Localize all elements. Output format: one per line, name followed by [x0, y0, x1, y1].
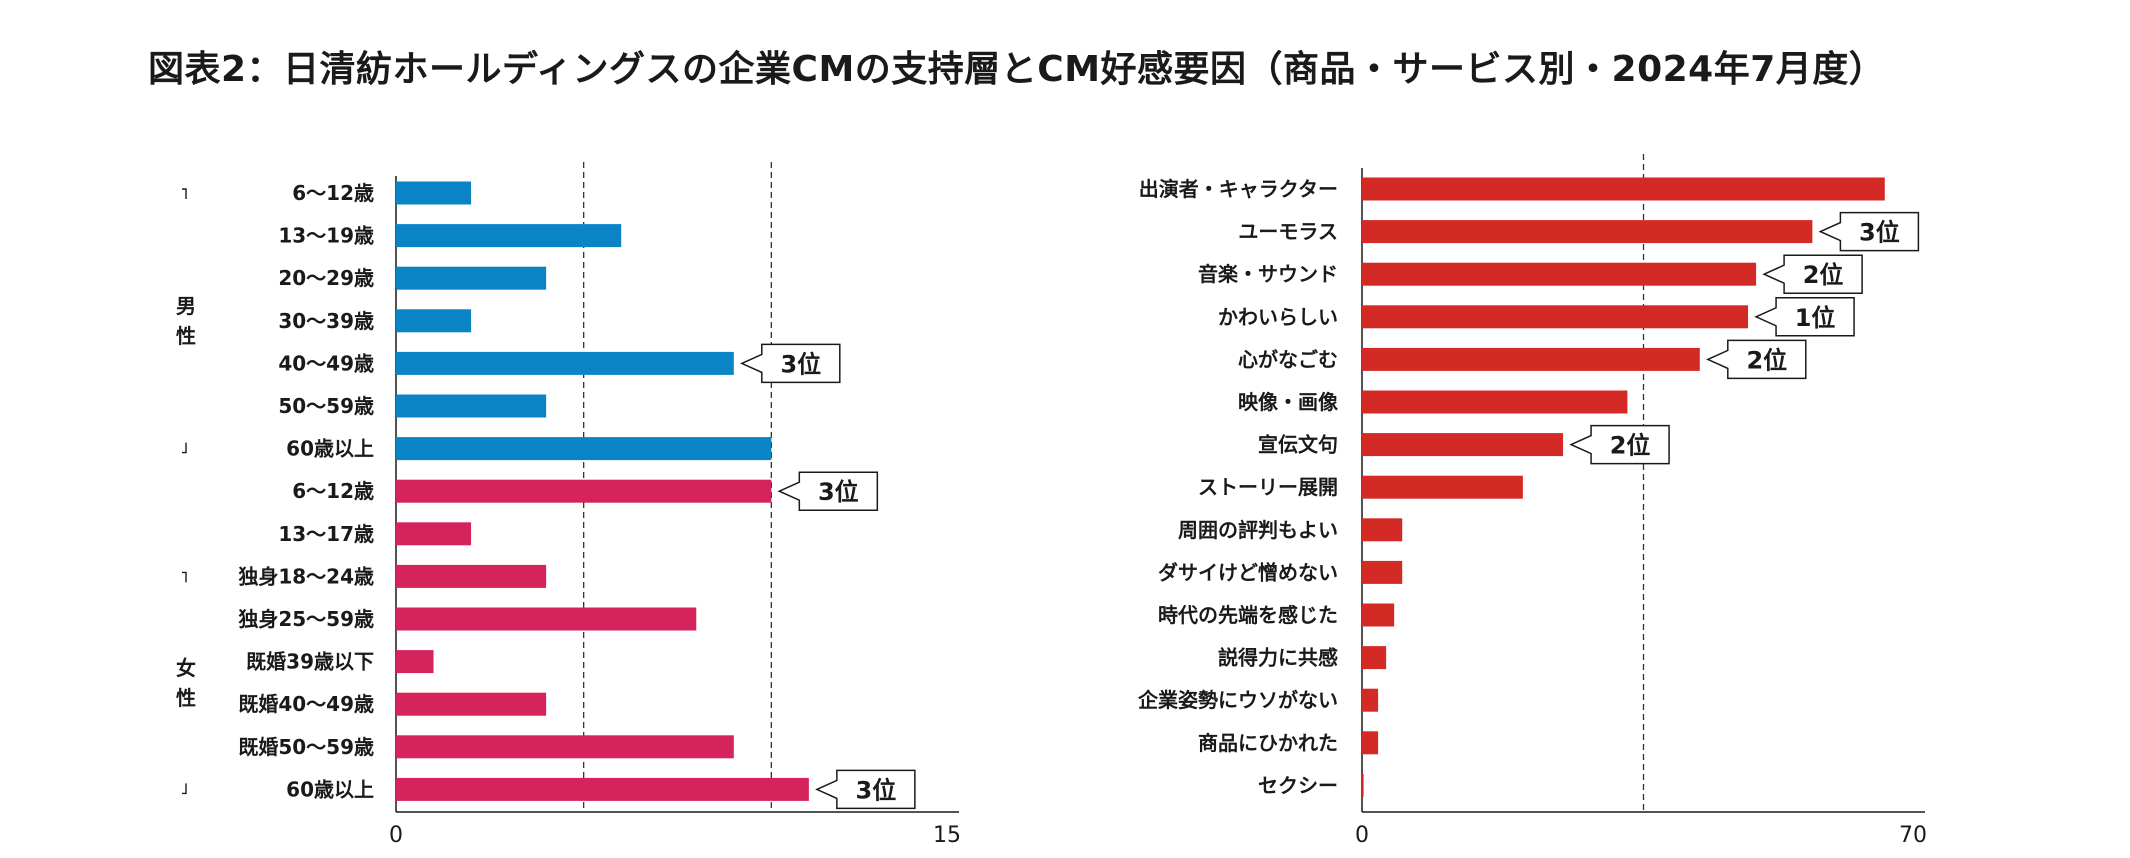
demographic-rank-label: 3位: [818, 478, 859, 506]
factor-rank-callout-box: [1754, 297, 1855, 337]
demographic-rank-label: 3位: [856, 776, 897, 804]
demographic-category-label: 50〜59歳: [278, 394, 374, 418]
factor-bar: [1362, 560, 1403, 584]
factor-rank-label: 2位: [1803, 261, 1844, 289]
factor-category-label: セクシー: [1258, 773, 1338, 797]
demographic-bar: [396, 479, 772, 503]
factor-category-label: かわいらしい: [1218, 305, 1338, 329]
factor-bar: [1362, 475, 1523, 499]
factor-bar: [1362, 688, 1379, 712]
demographic-category-label: 既婚40〜49歳: [238, 692, 374, 716]
demographic-rank-callout: 3位: [777, 471, 879, 511]
factor-category-label: ダサイけど憎めない: [1158, 560, 1338, 584]
factor-category-label: 映像・画像: [1238, 390, 1339, 414]
factor-rank-label: 1位: [1795, 304, 1836, 332]
demographic-bar: [396, 607, 697, 631]
factor-category-label: 心がなごむ: [1238, 347, 1338, 371]
factor-rank-callout: 2位: [1762, 254, 1863, 294]
demographic-category-label: 60歳以上: [286, 777, 374, 801]
demographic-category-label: 既婚50〜59歳: [238, 735, 374, 759]
group-bracket-top: [182, 188, 187, 199]
group-label: 性: [176, 324, 196, 348]
demographic-bar: [396, 735, 734, 759]
factor-bar: [1362, 177, 1885, 201]
demographic-x-tick-label: 0: [389, 823, 403, 848]
demographic-bar: [396, 181, 472, 205]
demographic-category-label: 13〜17歳: [278, 522, 374, 546]
factor-x-tick-label: 0: [1355, 823, 1369, 848]
factor-bar: [1362, 390, 1628, 414]
chart-title: 図表2：日清紡ホールディングスの企業CMの支持層とCM好感要因（商品・サービス別…: [148, 49, 1886, 90]
factor-category-label: 商品にひかれた: [1198, 731, 1338, 755]
factor-bar: [1362, 646, 1387, 670]
group-bracket-bottom: [182, 442, 187, 454]
factor-bar: [1362, 262, 1757, 286]
factor-bar: [1362, 220, 1813, 244]
group-label: 性: [176, 686, 196, 710]
factor-bar: [1362, 305, 1749, 329]
demographic-bar: [396, 266, 547, 290]
demographic-bar: [396, 650, 434, 674]
factor-category-label: ストーリー展開: [1198, 475, 1338, 499]
factor-bar: [1362, 433, 1564, 457]
demographic-category-label: 60歳以上: [286, 437, 374, 461]
factor-bar: [1362, 603, 1395, 627]
factor-category-label: ユーモラス: [1238, 220, 1338, 244]
factor-category-label: 企業姿勢にウソがない: [1137, 688, 1338, 712]
factor-rank-callout-box: [1818, 211, 1920, 252]
factor-bar: [1362, 773, 1364, 797]
factor-x-tick-label: 70: [1899, 823, 1927, 848]
demographic-bar: [396, 777, 809, 801]
factor-bar: [1362, 731, 1379, 755]
factor-rank-callout: 2位: [1705, 339, 1807, 380]
factor-category-label: 説得力に共感: [1218, 646, 1338, 670]
factor-rank-label: 2位: [1610, 432, 1651, 460]
demographic-rank-label: 3位: [780, 350, 821, 378]
factor-rank-callout: 3位: [1818, 211, 1920, 252]
demographic-category-label: 40〜49歳: [278, 351, 374, 375]
demographic-category-label: 独身18〜24歳: [238, 564, 374, 588]
factor-rank-label: 3位: [1859, 219, 1900, 247]
demographic-rank-callout-box: [739, 343, 841, 384]
demographic-x-tick-label: 15: [933, 823, 961, 848]
group-bracket-bottom: [182, 783, 187, 795]
factor-category-label: 音楽・サウンド: [1198, 262, 1338, 286]
demographic-rank-callout-box: [815, 769, 916, 810]
group-label: 女: [176, 656, 196, 680]
demographic-rank-callout: 3位: [815, 769, 916, 810]
factor-rank-callout-box: [1762, 254, 1863, 294]
factor-rank-callout-box: [1569, 424, 1670, 465]
factor-rank-callout-box: [1705, 339, 1807, 380]
demographic-bar: [396, 522, 472, 546]
demographic-category-label: 30〜39歳: [278, 309, 374, 333]
factor-rank-callout: 2位: [1569, 424, 1670, 465]
factor-bar: [1362, 518, 1403, 542]
demographic-bar: [396, 351, 734, 375]
demographic-category-label: 既婚39歳以下: [246, 650, 374, 674]
demographic-bar: [396, 564, 547, 588]
demographic-bar: [396, 394, 547, 418]
demographic-category-label: 独身25〜59歳: [238, 607, 374, 631]
demographic-bar: [396, 692, 547, 716]
demographic-rank-callout-box: [777, 471, 879, 511]
factor-category-label: 時代の先端を感じた: [1158, 603, 1338, 627]
demographic-bar: [396, 224, 622, 248]
demographic-category-label: 13〜19歳: [278, 224, 374, 248]
factor-rank-label: 2位: [1746, 346, 1787, 374]
demographic-bar: [396, 309, 472, 333]
demographic-category-label: 6〜12歳: [292, 181, 374, 205]
group-bracket-top: [182, 571, 187, 583]
factor-rank-callout: 1位: [1754, 297, 1855, 337]
demographic-rank-callout: 3位: [739, 343, 841, 384]
factor-category-label: 宣伝文句: [1258, 433, 1338, 457]
demographic-bar: [396, 437, 772, 461]
group-label: 男: [176, 294, 196, 318]
demographic-category-label: 20〜29歳: [278, 266, 374, 290]
demographic-category-label: 6〜12歳: [292, 479, 374, 503]
factor-bar: [1362, 347, 1700, 371]
factor-category-label: 出演者・キャラクター: [1139, 177, 1338, 201]
factor-category-label: 周囲の評判もよい: [1178, 518, 1338, 542]
